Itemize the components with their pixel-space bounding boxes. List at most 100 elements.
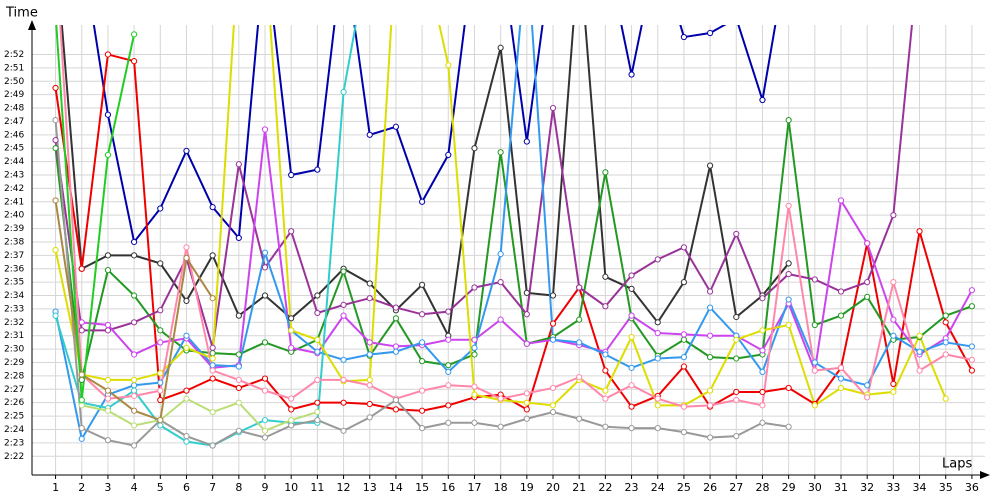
data-point: [104, 407, 112, 414]
data-point: [340, 268, 347, 275]
data-point: [549, 384, 557, 392]
data-point: [419, 281, 426, 288]
data-point: [654, 402, 661, 409]
data-point: [261, 249, 269, 256]
data-point: [864, 240, 871, 247]
data-point: [811, 367, 818, 374]
data-point: [837, 312, 845, 319]
data-point: [131, 392, 138, 400]
data-point: [157, 396, 164, 404]
data-point: [366, 295, 373, 302]
data-point: [366, 351, 373, 358]
data-point: [235, 234, 242, 242]
data-point: [759, 419, 766, 426]
data-point: [235, 384, 242, 392]
data-point: [131, 58, 138, 65]
data-point: [706, 354, 714, 361]
data-point: [471, 284, 478, 291]
y-tick-label: 2:23: [4, 438, 24, 448]
y-tick-label: 2:51: [4, 63, 24, 73]
data-point: [392, 343, 400, 350]
data-point: [261, 375, 269, 382]
data-point: [471, 383, 478, 390]
data-point: [340, 88, 347, 96]
data-point: [183, 297, 190, 304]
data-point: [314, 336, 321, 343]
data-point: [811, 321, 818, 329]
data-point: [733, 336, 740, 343]
y-tick-label: 2:33: [4, 304, 24, 314]
data-point: [602, 169, 609, 176]
data-point: [78, 371, 85, 378]
x-tick-label: 9: [262, 481, 269, 494]
data-point: [209, 350, 216, 357]
data-point: [366, 414, 373, 421]
data-point: [523, 399, 530, 406]
data-point: [680, 279, 688, 286]
data-point: [680, 403, 688, 410]
y-tick-label: 2:26: [4, 398, 24, 408]
data-point: [706, 434, 714, 441]
data-point: [288, 344, 295, 351]
x-axis-arrow: [980, 471, 990, 479]
data-point: [785, 260, 792, 267]
data-point: [131, 387, 138, 394]
data-point: [261, 387, 269, 394]
data-point: [733, 313, 740, 321]
data-point: [78, 265, 85, 272]
data-point: [628, 272, 635, 279]
data-point: [576, 316, 583, 323]
data-point: [890, 332, 897, 339]
data-point: [183, 344, 190, 351]
data-point: [235, 363, 242, 370]
x-tick-label: 16: [441, 481, 455, 494]
data-point: [759, 388, 766, 396]
data-point: [52, 197, 59, 204]
data-point: [183, 438, 190, 445]
data-point: [78, 402, 85, 409]
data-point: [131, 31, 138, 38]
x-tick-label: 29: [782, 481, 796, 494]
data-point: [419, 387, 426, 394]
data-point: [261, 434, 269, 441]
x-tick-label: 5: [157, 481, 164, 494]
y-axis-label: Time: [5, 6, 38, 21]
data-point: [288, 422, 295, 429]
data-point: [314, 348, 321, 355]
data-point: [628, 403, 635, 410]
data-point: [392, 406, 400, 413]
data-point: [288, 395, 295, 402]
data-point: [288, 406, 295, 413]
data-point: [131, 422, 138, 429]
data-point: [811, 276, 818, 283]
data-point: [942, 319, 949, 326]
data-point: [576, 374, 583, 381]
data-point: [104, 252, 112, 259]
x-tick-label: 24: [651, 481, 665, 494]
data-point: [549, 336, 557, 343]
data-point: [445, 402, 452, 409]
data-point: [706, 387, 714, 394]
x-tick-label: 35: [939, 481, 953, 494]
data-point: [340, 312, 347, 319]
data-point: [131, 442, 138, 449]
y-tick-label: 2:42: [4, 184, 24, 194]
y-tick-label: 2:41: [4, 197, 24, 207]
data-point: [733, 355, 740, 362]
data-point: [759, 402, 766, 409]
data-point: [209, 362, 216, 369]
data-point: [288, 416, 295, 424]
data-point: [261, 126, 269, 133]
data-point: [52, 116, 59, 124]
data-point: [549, 104, 557, 112]
data-point: [654, 329, 661, 337]
series-line: [81, 397, 318, 432]
data-point: [131, 292, 138, 299]
data-point: [183, 387, 190, 394]
data-point: [523, 415, 530, 422]
data-point: [314, 376, 321, 384]
data-point: [209, 442, 216, 449]
x-tick-label: 22: [598, 481, 612, 494]
data-point: [523, 406, 530, 413]
